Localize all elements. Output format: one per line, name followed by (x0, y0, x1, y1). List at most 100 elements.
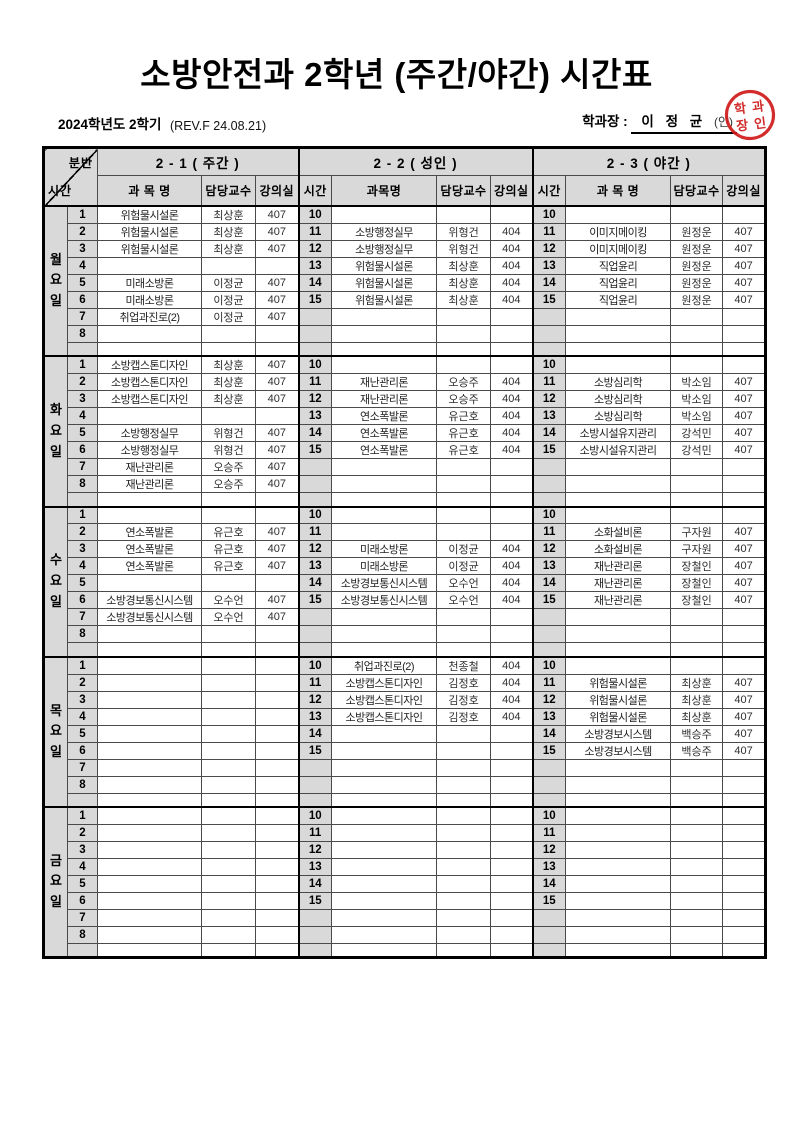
prof-cell (201, 942, 256, 958)
spacer-row (44, 792, 767, 808)
prof-cell (670, 475, 724, 493)
subj-cell (331, 840, 438, 859)
time-cell: 14 (297, 424, 333, 442)
time-cell: 11 (531, 673, 567, 692)
room-cell: 407 (722, 290, 767, 309)
prof-cell: 위형건 (201, 424, 256, 442)
revision-label: (REV.F 24.08.21) (170, 119, 267, 133)
prof-cell (670, 823, 724, 842)
time-cell: 14 (297, 874, 333, 893)
time-cell: 1 (67, 355, 98, 374)
room-cell: 407 (254, 205, 300, 224)
prof-cell (670, 874, 724, 893)
prof-cell (436, 324, 492, 343)
subj-cell: 재난관리론 (565, 557, 672, 575)
prof-cell: 원정운 (670, 222, 724, 241)
subj-cell (565, 925, 672, 944)
prof-cell (436, 307, 492, 326)
room-cell (722, 775, 767, 794)
time-cell: 4 (67, 407, 98, 425)
time-cell: 11 (531, 222, 567, 241)
subj-cell: 직업윤리 (565, 256, 672, 275)
subj-cell: 위험물시설론 (97, 222, 202, 241)
prof-cell: 오수언 (436, 574, 492, 592)
subj-cell (565, 341, 672, 357)
prof-cell (436, 758, 492, 777)
subj-cell (97, 840, 202, 859)
subj-cell: 연소폭발론 (97, 523, 202, 541)
subj-cell (331, 341, 438, 357)
spacer-row (44, 492, 767, 507)
prof-cell: 원정운 (670, 273, 724, 292)
room-cell: 407 (722, 741, 767, 760)
col-header-subject: 과 목 명 (97, 175, 202, 206)
subj-cell (331, 823, 438, 842)
prof-cell (201, 407, 256, 425)
prof-cell (201, 574, 256, 592)
prof-cell: 최상훈 (670, 707, 724, 726)
subj-cell: 소방심리학 (565, 390, 672, 408)
day-label: 화 요 일 (43, 355, 68, 507)
time-cell (297, 475, 333, 493)
subj-cell (97, 324, 202, 343)
time-cell: 12 (531, 690, 567, 709)
time-cell: 11 (297, 823, 333, 842)
semester-label: 2024학년도 2학기 (58, 117, 162, 132)
room-cell (490, 492, 534, 507)
time-cell: 5 (67, 424, 98, 442)
room-cell (722, 908, 767, 927)
prof-cell (670, 324, 724, 343)
timetable-row: 3 12 12 (44, 840, 767, 859)
col-header-subject: 과목명 (331, 175, 438, 206)
time-cell: 14 (531, 273, 567, 292)
prof-cell (201, 857, 256, 876)
subj-cell (97, 925, 202, 944)
prof-cell (436, 840, 492, 859)
subj-cell: 연소폭발론 (97, 540, 202, 558)
timetable-row: 8 (44, 625, 767, 643)
time-cell (297, 625, 333, 643)
subj-cell: 위험물시설론 (97, 239, 202, 258)
subj-cell (331, 891, 438, 910)
subj-cell: 재난관리론 (97, 475, 202, 493)
prof-cell (201, 673, 256, 692)
prof-cell: 유근호 (436, 424, 492, 442)
subj-cell: 소방시설유지관리 (565, 441, 672, 459)
subj-cell: 소방캡스톤디자인 (331, 690, 438, 709)
room-cell: 407 (722, 424, 767, 442)
prof-cell: 이정균 (201, 307, 256, 326)
prof-cell: 최상훈 (670, 673, 724, 692)
prof-cell: 위형건 (436, 222, 492, 241)
room-cell (254, 656, 300, 675)
time-cell: 3 (67, 540, 98, 558)
time-cell: 8 (67, 625, 98, 643)
meta-row: 2024학년도 2학기 (REV.F 24.08.21) 학과장 : 이 정 균… (58, 110, 763, 138)
prof-cell (436, 823, 492, 842)
day-block: 월 요 일 1 위험물시설론 최상훈 407 10 10 2 위험물시설론 최상훈 407 11 소방행… (43, 205, 767, 357)
time-cell: 5 (67, 273, 98, 292)
subj-cell: 소방경보시스템 (565, 741, 672, 760)
prof-cell (436, 492, 492, 507)
room-cell (254, 256, 300, 275)
subj-cell: 재난관리론 (331, 390, 438, 408)
time-cell: 12 (297, 239, 333, 258)
subj-cell (97, 341, 202, 357)
subj-cell (97, 758, 202, 777)
time-cell: 8 (67, 775, 98, 794)
timetable-row: 수 요 일 1 10 10 (43, 506, 767, 657)
room-cell: 407 (254, 591, 300, 609)
time-cell (531, 492, 567, 507)
subj-cell (97, 891, 202, 910)
room-cell (254, 840, 300, 859)
timetable-row: 5 미래소방론 이정균 407 14 위험물시설론 최상훈 404 14 직업윤리 원정운 407 (44, 273, 767, 292)
time-cell: 11 (531, 823, 567, 842)
room-cell (722, 341, 767, 357)
prof-cell: 이정균 (201, 290, 256, 309)
subj-cell (565, 891, 672, 910)
prof-cell: 오수언 (436, 591, 492, 609)
day-label: 수 요 일 (43, 506, 68, 657)
subj-cell (565, 506, 672, 524)
room-cell (490, 324, 534, 343)
time-cell (531, 942, 567, 958)
room-cell (722, 307, 767, 326)
